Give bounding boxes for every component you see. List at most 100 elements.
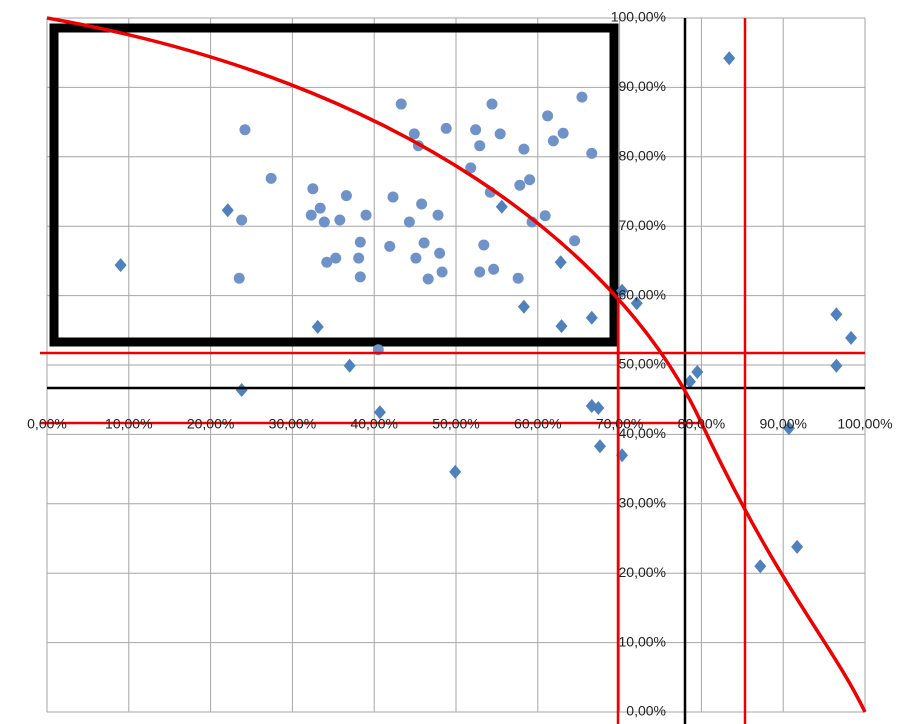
circle-point (307, 183, 319, 195)
circle-point (403, 216, 415, 228)
circle-point (524, 174, 536, 186)
circle-point (422, 273, 434, 285)
circle-point (410, 252, 422, 264)
circle-point (440, 122, 452, 134)
x-tick-label: 90,00% (759, 416, 806, 432)
diamond-point (449, 464, 462, 479)
diamond-point (782, 421, 795, 436)
circle-point (236, 214, 248, 226)
x-tick-label: 50,00% (432, 416, 479, 432)
x-tick-label: 30,00% (269, 416, 316, 432)
diamond-point (311, 319, 324, 334)
circle-point (416, 198, 428, 210)
circle-point (488, 263, 500, 275)
y-tick-label: 90,00% (619, 78, 666, 94)
diamond-point (592, 401, 605, 416)
circle-point (239, 124, 251, 136)
circle-point (434, 247, 446, 259)
diamond-point (754, 559, 767, 574)
circle-point (395, 98, 407, 110)
circle-point (354, 271, 366, 283)
circle-point (586, 147, 598, 159)
diamond-point (554, 255, 567, 270)
circle-point (512, 272, 524, 284)
circle-point (353, 252, 365, 264)
highlight-box (49, 23, 619, 347)
y-tick-label: 0,00% (626, 703, 666, 719)
x-tick-label: 10,00% (105, 416, 152, 432)
circle-point (514, 179, 526, 191)
diamond-point (830, 358, 843, 373)
x-tick-label: 80,00% (678, 416, 725, 432)
circle-point (432, 209, 444, 221)
diamond-point (630, 296, 643, 311)
circle-point (474, 266, 486, 278)
diamond-point (683, 374, 696, 389)
y-tick-label: 60,00% (619, 286, 666, 302)
x-tick-label: 40,00% (350, 416, 397, 432)
circle-point (494, 128, 506, 140)
diamond-point (691, 364, 704, 379)
diamond-point (373, 405, 386, 420)
circle-point (418, 237, 430, 249)
circle-point (539, 210, 551, 222)
circle-point (265, 172, 277, 184)
circle-point (408, 128, 420, 140)
x-tick-label: 0,00% (27, 416, 67, 432)
x-tick-label: 20,00% (187, 416, 234, 432)
circle-point (387, 191, 399, 203)
circle-point (518, 143, 530, 155)
points (114, 51, 858, 574)
circle-point (542, 110, 554, 122)
diamond-point (585, 310, 598, 325)
grid (46, 17, 866, 713)
frontier-curve (46, 16, 867, 713)
circle-point (478, 239, 490, 251)
circle-point (330, 252, 342, 264)
diamond-point (221, 203, 234, 218)
x-tick-label: 60,00% (514, 416, 561, 432)
y-tick-label: 10,00% (619, 633, 666, 649)
y-tick-label: 40,00% (619, 425, 666, 441)
circle-point (354, 236, 366, 248)
diamond-point (114, 258, 127, 273)
circle-point (384, 240, 396, 252)
diamond-point (830, 307, 843, 322)
circle-point (569, 235, 581, 247)
circle-point (321, 256, 333, 268)
circle-point (547, 135, 559, 147)
circle-point (360, 209, 372, 221)
diamond-point (235, 382, 248, 397)
circle-point (557, 127, 569, 139)
x-tick-label: 100,00% (837, 416, 892, 432)
diamond-point (616, 283, 629, 298)
y-tick-label: 100,00% (611, 9, 666, 25)
circle-point (465, 162, 477, 174)
diamond-point (495, 199, 508, 214)
diamond-point (555, 319, 568, 334)
circle-point (314, 202, 326, 214)
circle-point (474, 140, 486, 152)
diamond-point (343, 358, 356, 373)
diamond-point (723, 51, 736, 66)
diamond-point (593, 439, 606, 454)
circle-point (233, 272, 245, 284)
y-tick-label: 70,00% (619, 217, 666, 233)
circle-point (340, 190, 352, 202)
circle-point (486, 98, 498, 110)
circle-point (470, 124, 482, 136)
diamond-point (517, 299, 530, 314)
y-tick-label: 30,00% (619, 495, 666, 511)
diamond-point (791, 539, 804, 554)
y-tick-label: 20,00% (619, 564, 666, 580)
x-tick-label: 70,00% (596, 416, 643, 432)
y-tick-label: 80,00% (619, 148, 666, 164)
diamond-point (845, 330, 858, 345)
circle-point (436, 266, 448, 278)
circle-point (305, 209, 317, 221)
labels: 0,00% 10,00% 20,00% 30,00% 40,00% 50,00% 60,00… (27, 9, 892, 719)
circle-point (576, 91, 588, 103)
y-tick-label: 50,00% (619, 356, 666, 372)
